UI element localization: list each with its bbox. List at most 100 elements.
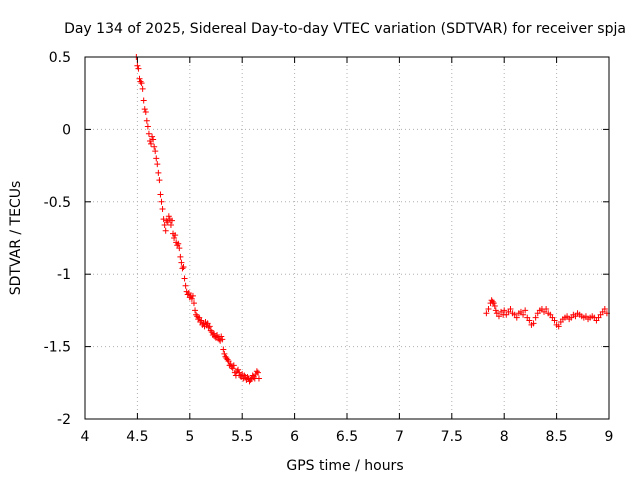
data-point [188,295,195,302]
data-point [175,240,182,247]
data-point [520,311,527,318]
x-tick-label: 5.5 [231,429,253,445]
data-point [501,307,508,314]
data-point [137,78,144,85]
data-point [189,292,196,299]
data-point [138,80,145,87]
data-point [160,216,167,223]
data-point [152,148,159,155]
data-point [150,136,157,143]
data-point [140,97,147,104]
data-point [146,137,153,144]
data-point [154,161,161,168]
x-tick-label: 5 [185,429,194,445]
data-point [491,303,498,310]
x-axis-label: GPS time / hours [286,458,403,474]
data-point [241,372,248,379]
x-tick-labels: 4 4.5 5 5.5 6 6.5 7 7.5 8 8.5 9 [81,429,614,445]
y-tick-label: -0.5 [44,195,71,211]
data-point [513,314,520,321]
x-tick-label: 6 [290,429,299,445]
y-tick-label: -2 [57,412,71,428]
data-point [168,217,175,224]
data-point [247,376,254,383]
data-point [601,305,608,312]
data-point [227,360,234,367]
data-point [178,259,185,266]
data-point [218,333,225,340]
data-point [236,369,243,376]
data-point [485,305,492,312]
data-point [507,305,514,312]
data-point [221,350,228,357]
data-point [134,62,141,69]
data-point [177,253,184,260]
data-point [156,177,163,184]
data-point [207,327,214,334]
data-point [220,346,227,353]
data-points [133,54,610,385]
data-point [159,206,166,213]
data-point [254,369,261,376]
data-point [151,143,158,150]
data-point [522,307,529,314]
data-point [142,109,149,116]
data-point [167,221,174,228]
x-tick-label: 6.5 [336,429,358,445]
data-point [530,320,537,327]
data-point [149,133,156,140]
data-point [495,313,502,320]
y-tick-label: 0.5 [49,50,71,66]
y-tick-label: 0 [62,122,71,138]
data-point [179,265,186,272]
data-point [148,140,155,147]
data-point [253,368,260,375]
data-point [135,65,142,72]
data-point [543,305,550,312]
x-tick-label: 9 [605,429,614,445]
y-tick-label: -1 [57,267,71,283]
data-point [145,130,152,137]
data-point [136,75,143,82]
x-tick-label: 4 [81,429,90,445]
data-point [214,332,221,339]
data-point [153,155,160,162]
data-point [158,198,165,205]
data-point [492,307,499,314]
data-point [193,311,200,318]
data-point [155,169,162,176]
data-point [526,317,533,324]
data-point [176,245,183,252]
x-tick-label: 4.5 [126,429,148,445]
data-point [219,336,226,343]
data-point [206,323,213,330]
x-tick-label: 7.5 [441,429,463,445]
data-point [165,213,172,220]
data-point [171,235,178,241]
data-point [190,300,197,307]
data-point [489,298,496,305]
axis-ticks [84,56,610,420]
data-point [162,227,169,234]
data-point [144,123,151,130]
data-point [210,330,217,337]
y-axis-label: SDTVAR / TECUs [8,181,24,296]
data-point [230,362,237,369]
x-tick-label: 8.5 [545,429,567,445]
data-point [235,366,242,373]
chart-title: Day 134 of 2025, Sidereal Day-to-day VTE… [64,21,626,37]
y-tick-labels: -2 -1.5 -1 -0.5 0 0.5 [44,50,71,428]
data-point [139,85,146,92]
data-point [483,310,490,317]
plot-border [84,56,610,420]
data-point [181,275,188,282]
data-point [161,221,168,228]
data-point [490,300,497,307]
data-point [172,232,179,239]
data-point [157,191,164,198]
x-tick-label: 8 [500,429,509,445]
x-tick-label: 7 [395,429,404,445]
data-point [244,374,251,381]
